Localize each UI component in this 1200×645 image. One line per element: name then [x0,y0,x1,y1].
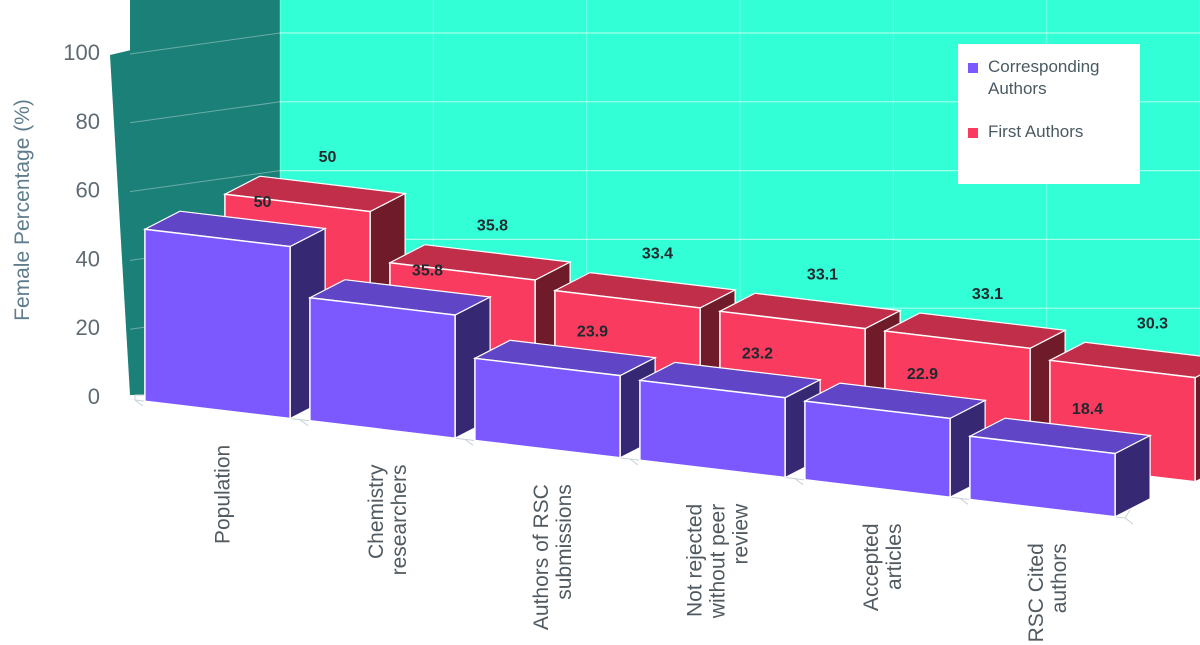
floor-tick [134,399,144,407]
y-tick-label: 80 [76,109,100,134]
data-label: 23.2 [742,345,773,362]
bar-front [969,435,1116,518]
y-tick-label: 0 [88,384,100,409]
floor-tick [1124,517,1134,525]
data-label: 30.3 [1137,315,1168,332]
bar-front [309,296,456,440]
bar [472,339,658,459]
y-tick-label: 40 [76,246,100,271]
bar-front [639,379,786,479]
legend-swatch [968,63,978,73]
data-label: 35.8 [477,218,508,235]
y-tick-label: 20 [76,315,100,340]
data-label: 22.9 [907,366,938,383]
legend-label: First Authors [988,122,1083,141]
data-label: 18.4 [1072,401,1103,418]
bar [637,361,823,479]
category-labels: Population Chemistryresearchers Authors of… [212,445,1072,643]
floor-tick [794,478,804,486]
bar-front [144,228,291,420]
y-axis: 0 20 40 60 80 100 [63,40,100,409]
floor-tick [299,419,309,427]
gridline-side [129,101,281,124]
data-label: 33.1 [807,266,838,283]
category-label: Chemistryresearchers [365,464,411,575]
y-axis-title: Female Percentage (%) [11,99,34,321]
y-tick-label: 60 [76,178,100,203]
legend: Corresponding Authors First Authors [958,44,1140,184]
category-label: Authors of RSCsubmissions [530,484,576,630]
category-label: RSC Citedauthors [1025,543,1071,642]
legend-item: First Authors [968,122,1083,141]
gridline-side [129,170,281,193]
data-label: 33.1 [972,286,1003,303]
data-label: 23.9 [577,323,608,340]
bar [802,382,988,499]
data-label: 50 [254,194,272,211]
data-label: 35.8 [412,263,443,280]
category-label: Not rejectedwithout peerreview [684,503,753,619]
y-tick-label: 100 [63,40,100,65]
floor-tick [629,458,639,466]
series-0 [142,210,1153,518]
legend-swatch [968,128,978,138]
data-label: 50 [319,149,337,166]
bar [142,210,328,420]
floor-tick [464,438,474,446]
bar [967,417,1153,518]
bars [142,175,1200,518]
legend-label: Corresponding Authors [988,57,1100,98]
category-label: Population [212,445,235,544]
data-labels: 50 35.8 33.4 33.1 33.1 30.3 50 35.8 23.9 23.2 22.9… [254,149,1169,418]
category-label: Acceptedarticles [860,524,906,612]
legend-box [958,44,1140,184]
gridline-side [129,32,281,55]
legend-item: Corresponding Authors [968,57,1100,98]
floor-tick [959,497,969,505]
data-label: 33.4 [642,246,673,263]
bar [307,279,493,440]
bar-front [804,400,951,499]
bar-front [474,357,621,459]
